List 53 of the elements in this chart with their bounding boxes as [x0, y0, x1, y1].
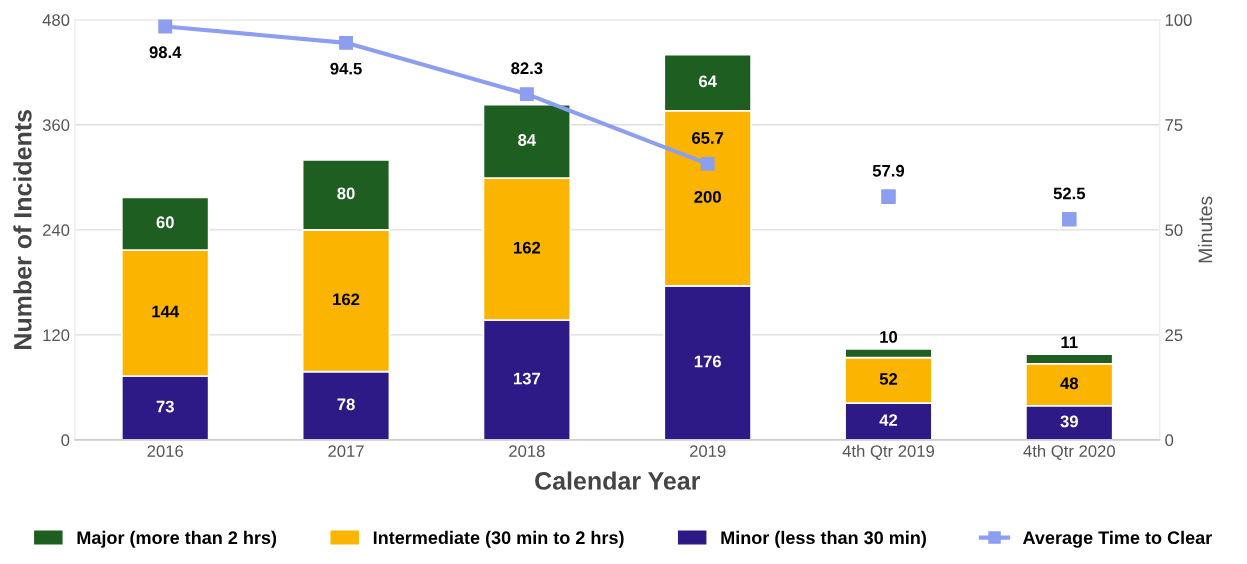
x-tick-label: 2017 — [328, 445, 364, 458]
y2-tick-label: 50 — [1165, 224, 1183, 237]
legend-label: Major (more than 2 hrs) — [77, 530, 277, 548]
legend-label: Minor (less than 30 min) — [721, 530, 926, 548]
y-tick-label: 360 — [42, 119, 70, 131]
y2-axis-title: Minutes — [1197, 196, 1213, 263]
point — [339, 35, 353, 50]
y-tick-label: 0 — [61, 434, 70, 447]
data-label: 176 — [694, 355, 721, 368]
data-label: 52 — [879, 373, 898, 385]
point — [519, 87, 534, 102]
point — [881, 189, 896, 204]
legend-label: Intermediate (30 min to 2 hrs) — [373, 530, 624, 548]
data-label: 82.3 — [511, 62, 543, 75]
y2-tick-label: 0 — [1165, 434, 1174, 447]
x-tick-label: 4th Qtr 2019 — [842, 444, 935, 461]
data-label: 80 — [337, 187, 355, 200]
data-label: 73 — [156, 400, 174, 413]
data-label: 11 — [1061, 336, 1078, 348]
x-tick-label: 2019 — [689, 445, 726, 458]
data-label: 52.5 — [1053, 187, 1086, 200]
data-label: 64 — [699, 75, 717, 88]
data-label: 57.9 — [872, 164, 905, 177]
legend-label: Average Time to Clear — [1022, 530, 1212, 548]
data-label: 65.7 — [692, 132, 724, 144]
x-tick-label: 2018 — [509, 445, 545, 458]
data-label: 78 — [337, 398, 355, 411]
data-label: 10 — [880, 331, 898, 343]
data-label: 162 — [514, 241, 541, 254]
data-label: 94.5 — [330, 62, 362, 75]
data-label: 48 — [1060, 377, 1079, 390]
point — [158, 19, 173, 34]
y2-tick-label: 75 — [1165, 119, 1183, 131]
data-label: 137 — [514, 372, 541, 385]
y2-tick-label: 25 — [1165, 329, 1183, 342]
data-label: 162 — [333, 293, 360, 306]
x-axis-title: Calendar Year — [535, 471, 701, 490]
data-label: 42 — [879, 414, 898, 426]
y-tick-label: 120 — [43, 329, 70, 342]
y2-tick-label: 100 — [1165, 14, 1192, 26]
y-axis-title: Number of Incidents — [13, 110, 32, 349]
data-label: 200 — [694, 190, 721, 203]
y-tick-label: 240 — [42, 224, 70, 237]
x-tick-label: 2016 — [147, 445, 184, 458]
data-label: 39 — [1060, 415, 1078, 428]
y-tick-label: 480 — [42, 14, 70, 26]
data-label: 84 — [518, 134, 537, 146]
data-label: 98.4 — [149, 46, 182, 59]
point — [700, 156, 715, 171]
data-label: 60 — [156, 216, 174, 229]
point — [1062, 212, 1077, 227]
x-tick-label: 4th Qtr 2020 — [1023, 444, 1115, 461]
data-label: 144 — [152, 305, 180, 318]
